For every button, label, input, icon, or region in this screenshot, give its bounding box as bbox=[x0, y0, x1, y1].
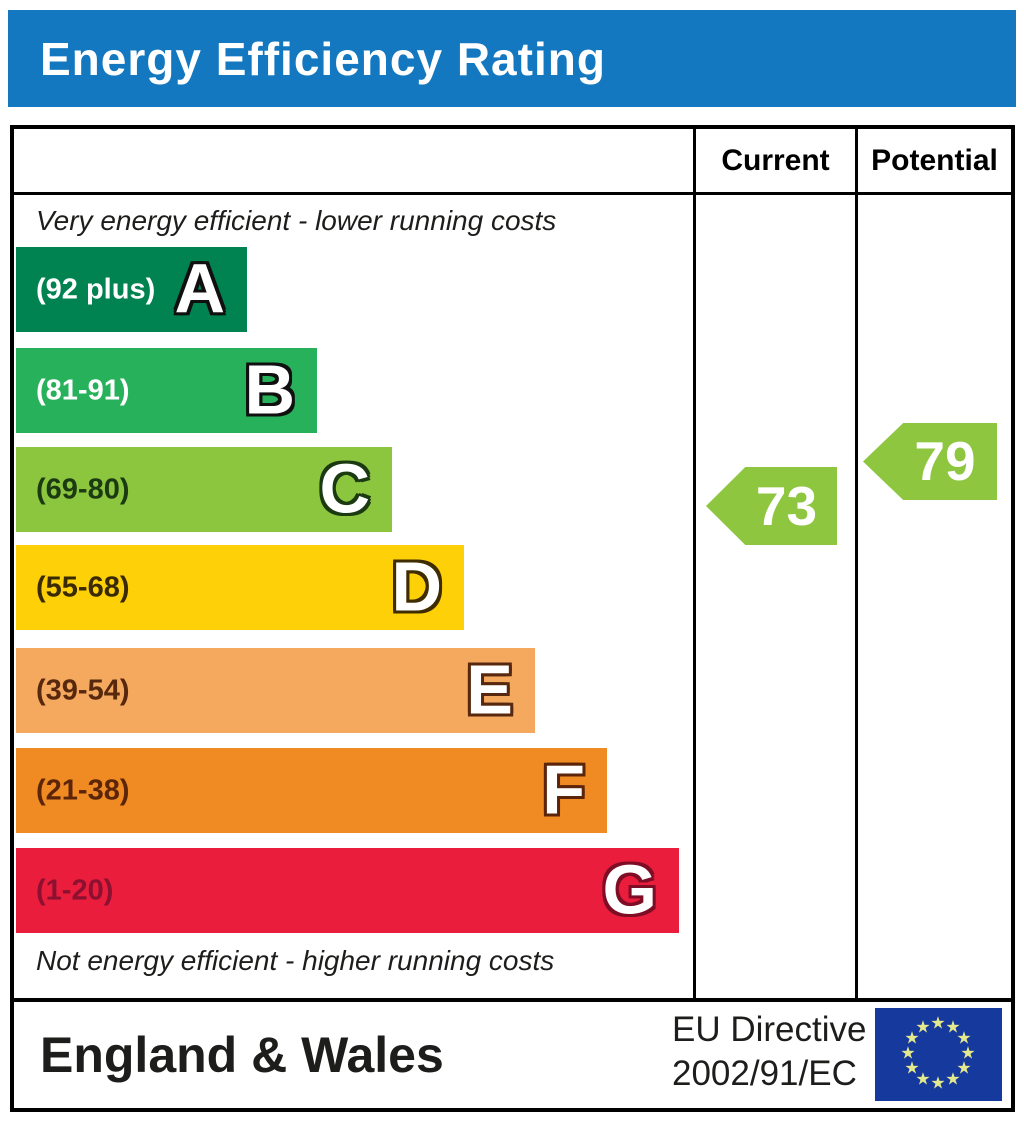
band-d-letter: D bbox=[391, 547, 442, 626]
band-d: (55-68) D bbox=[16, 545, 464, 630]
rating-scale-cell: Very energy efficient - lower running co… bbox=[14, 195, 693, 1002]
eu-directive-line1: EU Directive bbox=[672, 1010, 867, 1049]
band-c-range: (69-80) bbox=[36, 473, 130, 505]
band-f-letter: F bbox=[542, 750, 585, 829]
eu-directive-line2: 2002/91/EC bbox=[672, 1054, 857, 1093]
column-header-current: Current bbox=[693, 129, 855, 195]
band-e-range: (39-54) bbox=[36, 674, 130, 706]
eu-star-icon: ★ bbox=[915, 1017, 931, 1037]
band-b-letter: B bbox=[244, 350, 295, 429]
eu-star-icon: ★ bbox=[915, 1069, 931, 1089]
current-rating-value: 73 bbox=[755, 474, 818, 537]
band-b: (81-91) B bbox=[16, 348, 317, 433]
eu-star-icon: ★ bbox=[960, 1043, 976, 1063]
band-e-letter: E bbox=[466, 650, 513, 729]
potential-rating-cell: 79 bbox=[855, 195, 1011, 1002]
eu-star-icon: ★ bbox=[956, 1058, 972, 1078]
band-a: (92 plus) A bbox=[16, 247, 247, 332]
band-f-range: (21-38) bbox=[36, 774, 130, 806]
header-blank-cell bbox=[14, 129, 693, 195]
epc-rating-table: Current Potential Very energy efficient … bbox=[10, 125, 1015, 1112]
eu-star-icon: ★ bbox=[945, 1069, 961, 1089]
band-e: (39-54) E bbox=[16, 648, 535, 733]
potential-rating-value: 79 bbox=[914, 430, 976, 492]
footer: England & Wales EU Directive 2002/91/EC … bbox=[14, 1002, 1011, 1108]
eu-directive-label: EU Directive 2002/91/EC bbox=[672, 1008, 866, 1096]
current-rating-cell: 73 bbox=[693, 195, 855, 1002]
note-very-efficient: Very energy efficient - lower running co… bbox=[36, 205, 557, 236]
band-a-letter: A bbox=[174, 249, 225, 328]
band-b-range: (81-91) bbox=[36, 374, 130, 406]
eu-star-icon: ★ bbox=[945, 1017, 961, 1037]
eu-star-icon: ★ bbox=[900, 1043, 916, 1063]
eu-star-icon: ★ bbox=[956, 1028, 972, 1048]
eu-star-icon: ★ bbox=[930, 1013, 946, 1033]
current-rating-arrow: 73 bbox=[706, 467, 837, 545]
band-c: (69-80) C bbox=[16, 447, 392, 532]
eu-star-icon: ★ bbox=[904, 1058, 920, 1078]
header-bar: Energy Efficiency Rating bbox=[8, 10, 1016, 107]
page-title: Energy Efficiency Rating bbox=[40, 32, 606, 85]
band-f: (21-38) F bbox=[16, 748, 607, 833]
potential-rating-arrow: 79 bbox=[863, 423, 997, 500]
band-c-letter: C bbox=[319, 449, 370, 528]
eu-star-icon: ★ bbox=[930, 1073, 946, 1093]
band-a-range: (92 plus) bbox=[36, 273, 156, 305]
eu-flag-icon: ★ ★ ★ ★ ★ ★ ★ ★ ★ ★ ★ ★ bbox=[875, 1008, 1002, 1101]
note-not-efficient: Not energy efficient - higher running co… bbox=[36, 945, 555, 976]
region-label: England & Wales bbox=[40, 1027, 444, 1083]
band-g-letter: G bbox=[602, 850, 657, 929]
band-g-range: (1-20) bbox=[36, 874, 114, 906]
band-g: (1-20) G bbox=[16, 848, 679, 933]
band-d-range: (55-68) bbox=[36, 571, 130, 603]
column-header-potential: Potential bbox=[855, 129, 1011, 195]
eu-star-icon: ★ bbox=[904, 1028, 920, 1048]
